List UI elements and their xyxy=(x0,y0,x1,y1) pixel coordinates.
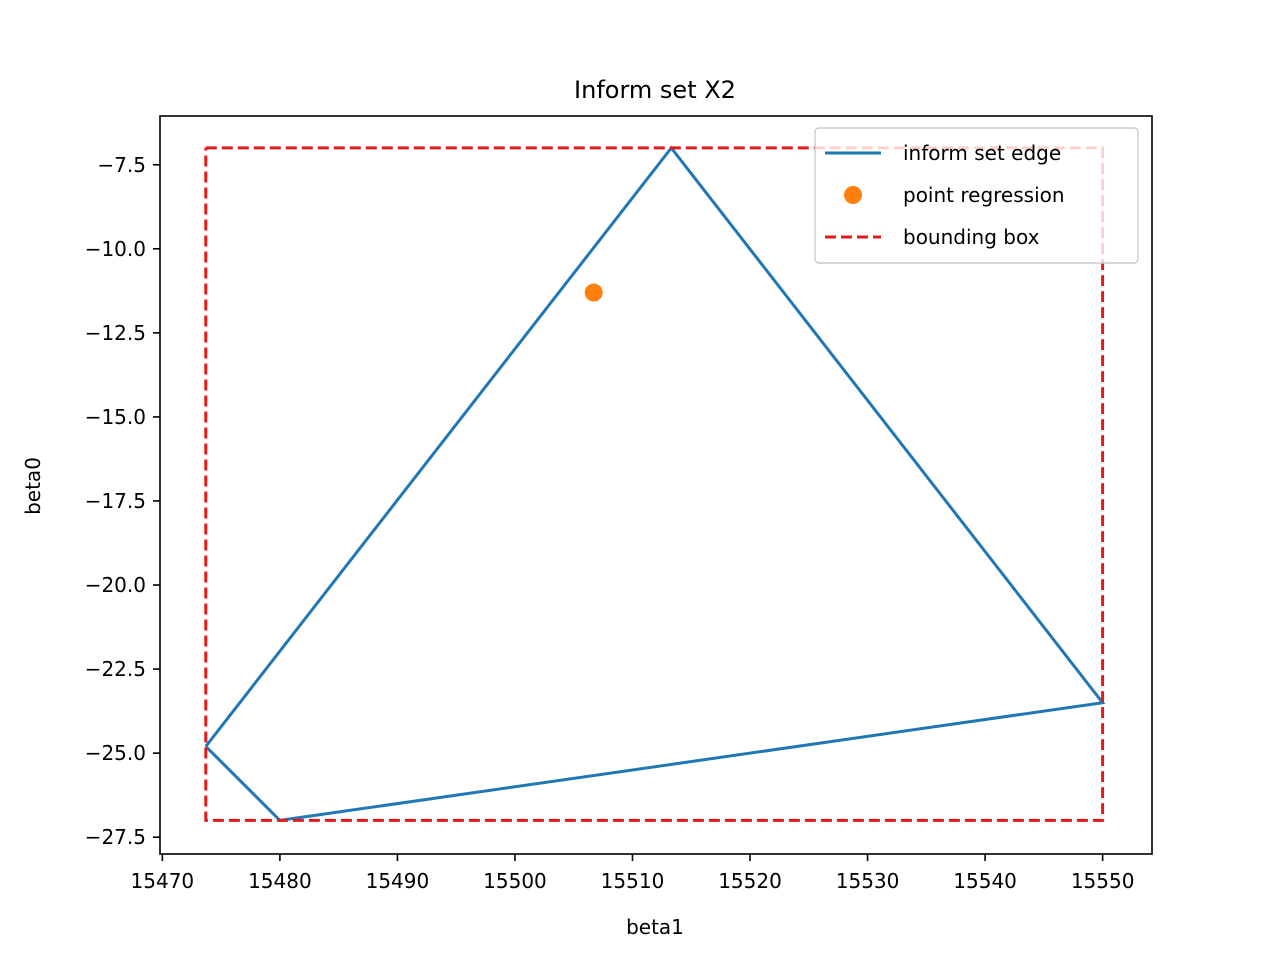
axes-frame xyxy=(159,115,1153,855)
y-axis-title: beta0 xyxy=(21,457,45,515)
y-tick-label-3: −15.0 xyxy=(85,405,146,429)
x-axis-title: beta1 xyxy=(626,915,684,939)
x-tick-label-1: 15480 xyxy=(248,869,312,893)
x-tick-label-0: 15470 xyxy=(131,869,195,893)
x-tick-label-2: 15490 xyxy=(366,869,430,893)
y-tick-label-2: −12.5 xyxy=(85,321,146,345)
y-tick-label-6: −22.5 xyxy=(85,657,146,681)
x-tick-label-4: 15510 xyxy=(601,869,665,893)
y-tick-label-4: −17.5 xyxy=(85,489,146,513)
chart-title: Inform set X2 xyxy=(574,76,736,104)
x-tick-label-3: 15500 xyxy=(483,869,547,893)
series-inform-set-edge-line xyxy=(204,145,1106,822)
series-point-regression-point-0 xyxy=(584,283,603,302)
legend-label-point-regression: point regression xyxy=(903,183,1065,207)
y-tick-label-8: −27.5 xyxy=(85,825,146,849)
x-tick-label-6: 15530 xyxy=(836,869,900,893)
legend-box xyxy=(814,127,1139,264)
y-tick-label-7: −25.0 xyxy=(85,741,146,765)
y-tick-label-5: −20.0 xyxy=(85,573,146,597)
y-tick-label-0: −7.5 xyxy=(97,153,146,177)
legend-label-bounding-box: bounding box xyxy=(903,225,1040,249)
x-tick-label-7: 15540 xyxy=(953,869,1017,893)
axes: 15470 15480 15490 15500 15510 15520 15530 15540… xyxy=(85,115,1153,893)
plot-area xyxy=(204,145,1106,822)
x-tick-label-5: 15520 xyxy=(718,869,782,893)
series-bounding-box-line xyxy=(204,146,1105,822)
legend-label-inform-set-edge: inform set edge xyxy=(903,141,1061,165)
legend: inform set edge point regression bounding … xyxy=(814,127,1139,264)
y-tick-label-1: −10.0 xyxy=(85,237,146,261)
legend-marker-point-regression xyxy=(844,186,862,204)
x-tick-label-8: 15550 xyxy=(1071,869,1135,893)
